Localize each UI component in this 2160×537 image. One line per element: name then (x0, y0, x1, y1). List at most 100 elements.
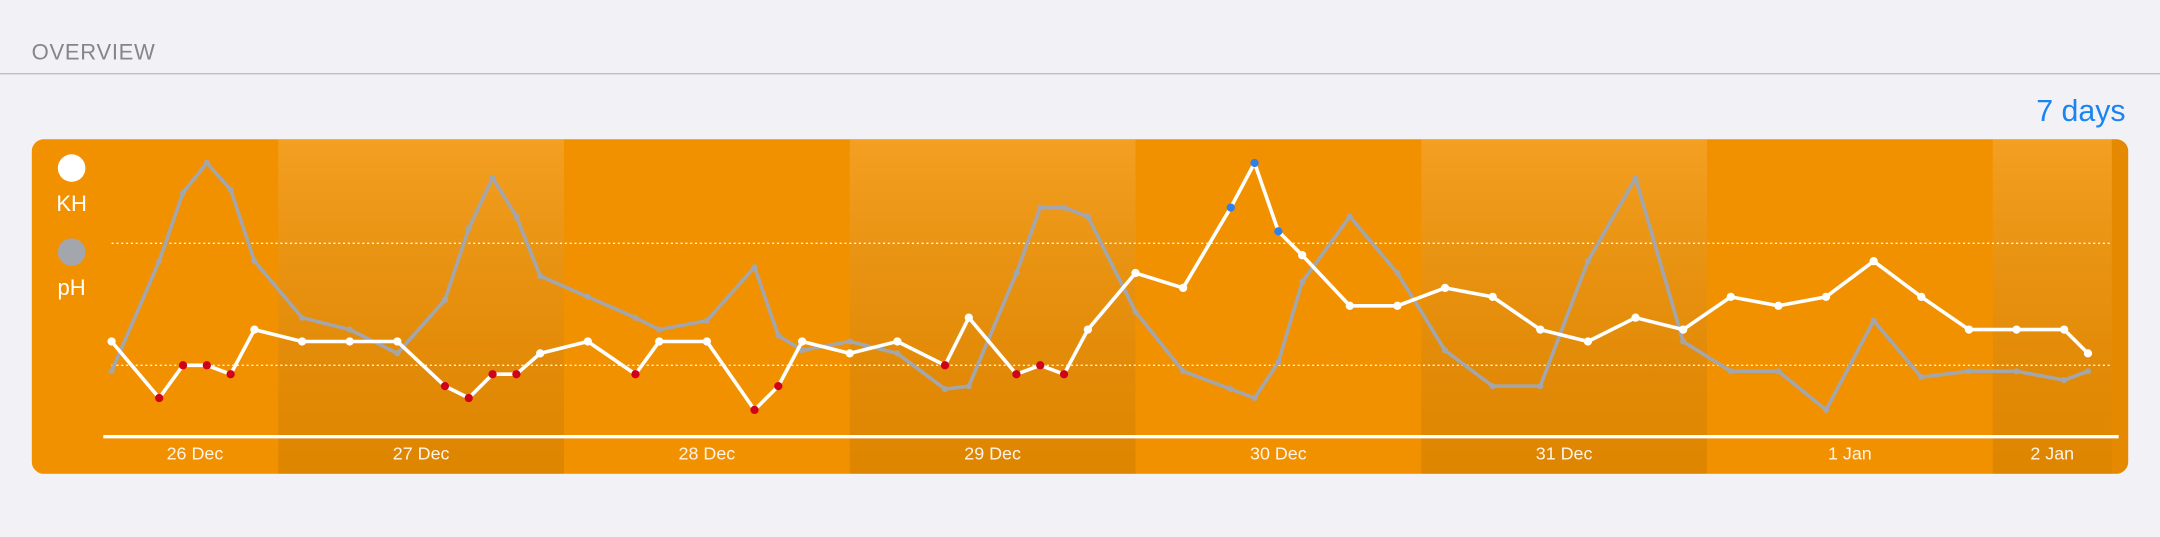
data-point (1346, 213, 1353, 220)
plot-right-edge (2111, 139, 2129, 474)
data-point (1013, 270, 1020, 277)
data-point (1180, 368, 1187, 375)
data-point (797, 337, 807, 346)
data-point (1059, 370, 1069, 379)
range-button[interactable]: 7 days (2036, 95, 2125, 128)
data-point (393, 337, 402, 346)
data-point (156, 258, 163, 265)
data-point (1084, 213, 1091, 220)
data-point (488, 370, 497, 379)
data-point (1274, 227, 1283, 236)
data-point (108, 368, 115, 375)
data-point (940, 361, 950, 370)
data-point (513, 213, 520, 220)
data-point (1536, 325, 1545, 334)
x-tick-label: 2 Jan (2030, 443, 2074, 463)
data-point (1727, 368, 1734, 375)
x-tick-label: 31 Dec (1536, 443, 1593, 463)
data-point (1679, 325, 1688, 334)
data-point (1537, 383, 1544, 390)
data-point (489, 174, 496, 181)
x-tick-label: 30 Dec (1250, 443, 1307, 463)
legend: KH pH (56, 154, 87, 300)
data-point (1823, 406, 1830, 413)
data-point (1226, 203, 1235, 212)
data-point (774, 381, 783, 391)
data-point (1083, 325, 1093, 334)
data-point (655, 337, 664, 346)
data-point (178, 361, 188, 370)
data-point (1132, 308, 1139, 315)
day-band (278, 139, 565, 474)
data-point (464, 393, 473, 403)
data-point (1918, 374, 1925, 381)
section-title: OVERVIEW (32, 40, 156, 65)
data-point (250, 325, 259, 334)
data-point (1632, 174, 1639, 181)
data-point (845, 349, 854, 358)
data-point (2060, 325, 2069, 334)
data-point (1394, 270, 1401, 277)
data-point (299, 314, 306, 321)
series-line (109, 161, 2089, 412)
data-point (1251, 394, 1258, 402)
data-point (1631, 313, 1640, 322)
plot: 26 Dec 27 Dec 28 Dec 29 Dec 30 Dec 31 Dec 1 Ja… (103, 139, 2129, 474)
data-point (465, 225, 472, 232)
data-point (251, 258, 258, 265)
data-point (775, 332, 782, 339)
data-point (346, 326, 353, 333)
data-point (1965, 368, 1972, 375)
data-point (1275, 359, 1282, 366)
data-point (631, 370, 640, 379)
day-band (1992, 139, 2112, 474)
data-point (1488, 292, 1497, 301)
data-point (893, 337, 902, 346)
data-point (2012, 325, 2021, 334)
legend-swatch (57, 238, 86, 266)
data-point (1227, 386, 1234, 393)
x-tick-label: 26 Dec (167, 443, 224, 463)
data-point (394, 350, 401, 357)
x-tick-label: 27 Dec (393, 443, 450, 463)
data-point (583, 337, 592, 346)
data-point (226, 370, 235, 379)
data-point (297, 337, 307, 346)
x-tick-label: 28 Dec (679, 443, 736, 463)
data-point (179, 189, 187, 196)
data-point (1583, 337, 1593, 346)
data-point (632, 314, 639, 321)
data-point (2084, 368, 2092, 375)
data-point (799, 347, 806, 354)
data-point (964, 313, 973, 322)
data-point (1870, 317, 1877, 324)
data-point (1775, 368, 1782, 375)
data-point (537, 272, 544, 280)
series-line (110, 161, 2090, 412)
data-point (1178, 283, 1188, 293)
data-point (1726, 292, 1735, 301)
data-point (1036, 361, 1045, 370)
data-point (2061, 377, 2068, 384)
data-point (751, 264, 758, 271)
data-point (1345, 301, 1354, 310)
data-point (1584, 258, 1591, 265)
data-point (584, 293, 591, 300)
x-tick-label: 1 Jan (1828, 443, 1872, 463)
legend-label: KH (56, 191, 87, 216)
data-point (1442, 347, 1449, 354)
data-point (1964, 325, 1974, 334)
data-point (1012, 370, 1021, 379)
data-point (1680, 338, 1687, 345)
data-point (155, 393, 164, 403)
data-point (202, 361, 211, 370)
data-point (656, 326, 663, 333)
data-point (1131, 268, 1140, 278)
data-point (107, 337, 116, 346)
data-point (1821, 292, 1831, 301)
data-point (1061, 204, 1068, 211)
data-point (2013, 368, 2020, 375)
data-point (1489, 383, 1496, 390)
data-point (2083, 349, 2093, 358)
